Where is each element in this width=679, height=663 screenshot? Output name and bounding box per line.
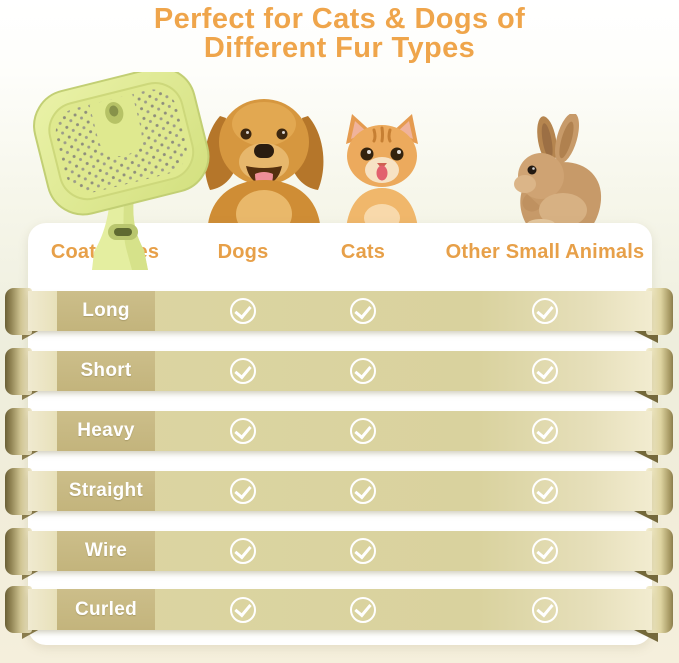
- page-title: Perfect for Cats & Dogs of Different Fur…: [0, 5, 679, 63]
- column-header-other-small-animals: Other Small Animals: [445, 241, 645, 263]
- golden-retriever-dog-image: [204, 99, 324, 224]
- coat-type-label: Wire: [57, 531, 155, 571]
- ribbon-left-curl: [5, 528, 32, 575]
- ribbon-left-curl: [5, 468, 32, 515]
- ribbon-left-curl: [5, 408, 32, 455]
- ribbon-fold: [22, 510, 40, 520]
- coat-type-label: Short: [57, 351, 155, 391]
- check-circle-icon: [350, 358, 376, 384]
- check-circle-icon: [230, 418, 256, 444]
- ribbon-fold: [22, 450, 40, 460]
- coat-type-label: Heavy: [57, 411, 155, 451]
- ribbon-fold: [22, 390, 40, 400]
- check-circle-icon: [230, 298, 256, 324]
- check-circle-icon: [532, 358, 558, 384]
- check-circle-icon: [532, 478, 558, 504]
- table-rows: Long Short Heavy: [5, 0, 673, 663]
- title-line-1: Perfect for Cats & Dogs of: [153, 3, 526, 35]
- table-row: Wire: [5, 528, 673, 583]
- check-circle-icon: [532, 298, 558, 324]
- ribbon-band: Wire: [28, 531, 652, 571]
- ribbon-band: Short: [28, 351, 652, 391]
- check-circle-icon: [350, 298, 376, 324]
- ribbon-left-curl: [5, 348, 32, 395]
- ribbon-fold: [22, 330, 40, 340]
- ribbon-fold: [22, 570, 40, 580]
- column-header-cats: Cats: [340, 241, 386, 263]
- ribbon-fold: [22, 629, 40, 639]
- ribbon-band: Curled: [28, 589, 652, 630]
- column-header-dogs: Dogs: [217, 241, 269, 263]
- title-line-2: Different Fur Types: [203, 32, 476, 64]
- check-circle-icon: [230, 358, 256, 384]
- table-row: Heavy: [5, 408, 673, 463]
- check-circle-icon: [532, 418, 558, 444]
- table-row: Straight: [5, 468, 673, 523]
- check-circle-icon: [350, 418, 376, 444]
- check-circle-icon: [230, 596, 256, 623]
- check-circle-icon: [350, 478, 376, 504]
- grooming-brush-image: [33, 72, 210, 270]
- ribbon-band: Long: [28, 291, 652, 331]
- orange-kitten-cat-image: [346, 114, 418, 230]
- check-circle-icon: [350, 538, 376, 564]
- ribbon-left-curl: [5, 586, 32, 633]
- table-row: Short: [5, 348, 673, 403]
- check-circle-icon: [230, 478, 256, 504]
- check-circle-icon: [532, 596, 558, 623]
- table-row: Curled: [5, 586, 673, 642]
- check-circle-icon: [532, 538, 558, 564]
- coat-type-label: Long: [57, 291, 155, 331]
- ribbon-left-curl: [5, 288, 32, 335]
- check-circle-icon: [350, 596, 376, 623]
- check-circle-icon: [230, 538, 256, 564]
- coat-type-label: Curled: [57, 589, 155, 630]
- table-row: Long: [5, 288, 673, 343]
- brown-rabbit-image: [514, 114, 602, 228]
- ribbon-band: Straight: [28, 471, 652, 511]
- coat-type-label: Straight: [57, 471, 155, 511]
- ribbon-band: Heavy: [28, 411, 652, 451]
